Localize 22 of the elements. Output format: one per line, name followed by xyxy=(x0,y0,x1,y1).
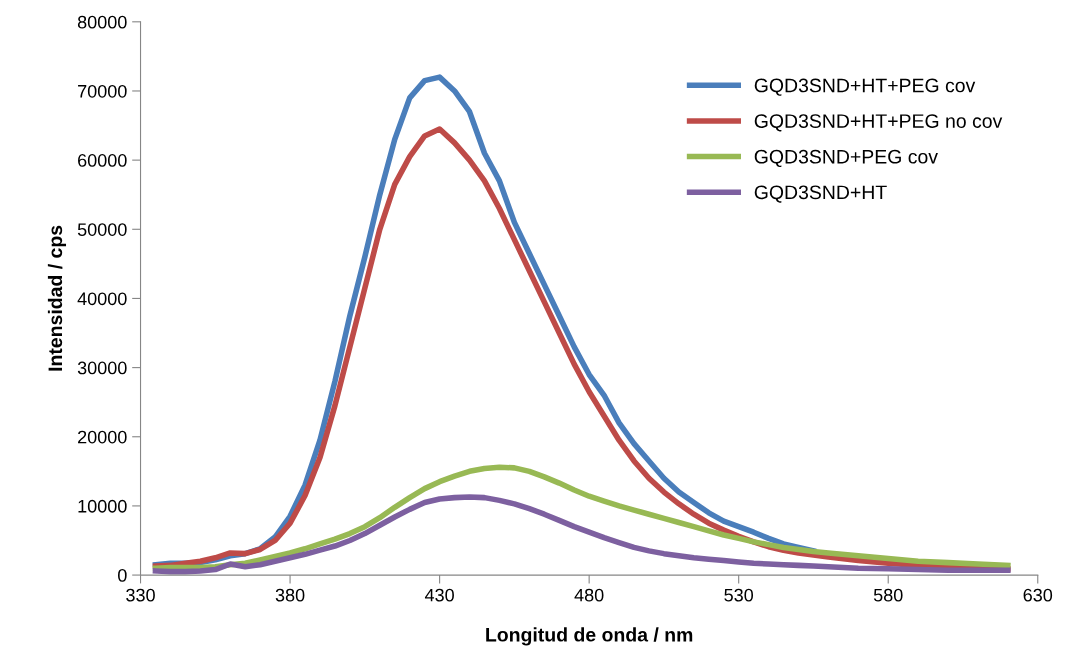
y-tick-label: 40000 xyxy=(77,292,127,306)
x-tick-label: 630 xyxy=(1023,588,1053,602)
y-axis-title: Intensidad / cps xyxy=(47,225,67,371)
y-tick-label: 20000 xyxy=(78,430,127,444)
y-tick-label: 60000 xyxy=(78,154,127,167)
x-axis-title: Longitud de onda / nm xyxy=(486,627,693,646)
x-tick-label: 380 xyxy=(275,588,305,602)
y-tick-label: 30000 xyxy=(77,361,127,375)
x-tick-label: 430 xyxy=(424,588,454,602)
y-tick-label: 10000 xyxy=(78,499,127,513)
x-tick-label: 580 xyxy=(873,588,903,602)
y-tick-label: 0 xyxy=(118,569,127,582)
y-tick-label: 70000 xyxy=(78,84,127,98)
legend-label: GQD3SND+HT+PEG no cov xyxy=(754,114,1003,132)
legend-label: GQD3SND+HT+PEG cov xyxy=(754,78,976,96)
y-tick-label: 80000 xyxy=(77,15,127,29)
legend-label: GQD3SND+PEG cov xyxy=(754,149,938,168)
x-tick-label: 480 xyxy=(574,588,604,602)
y-tick-label: 50000 xyxy=(77,223,127,236)
x-tick-label: 530 xyxy=(724,588,754,602)
legend-label: GQD3SND+HT xyxy=(754,185,887,203)
x-tick-label: 330 xyxy=(126,588,155,602)
